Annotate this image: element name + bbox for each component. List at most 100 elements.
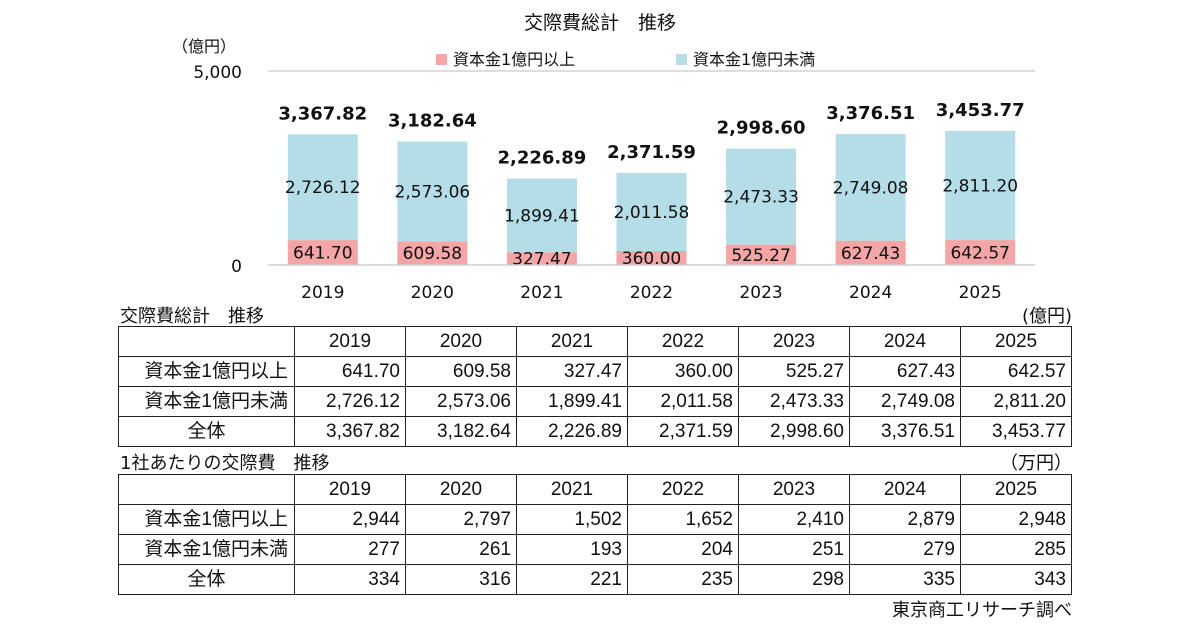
row-label: 資本金1億円未満 <box>118 386 295 417</box>
table-cell: 298 <box>738 564 850 595</box>
table-cell: 316 <box>405 564 517 595</box>
year-header: 2025 <box>960 326 1072 357</box>
table-cell: 2,998.60 <box>738 416 850 447</box>
table1-title: 交際費総計 推移 <box>120 306 264 327</box>
table-cell: 277 <box>294 534 406 565</box>
data-label-small-capital: 2,726.12 <box>285 178 361 198</box>
table-cell: 2,749.08 <box>849 386 961 417</box>
bar-large-capital <box>287 240 358 265</box>
y-tick-label: 0 <box>231 257 242 277</box>
bar-large-capital <box>616 251 687 265</box>
legend-swatch <box>436 54 447 65</box>
table-cell: 2,371.59 <box>627 416 739 447</box>
bar-small-capital <box>945 130 1016 241</box>
x-tick-label: 2025 <box>959 283 1002 303</box>
header-row: 2019 2020 2021 2022 2023 2024 2025 <box>118 326 1072 357</box>
table-row: 全体 3,367.82 3,182.64 2,226.89 2,371.59 2,998.… <box>118 416 1072 447</box>
table-cell: 642.57 <box>960 356 1072 387</box>
table-cell: 2,879 <box>849 504 961 535</box>
table-row: 資本金1億円以上 641.70 609.58 327.47 360.00 525.27 62… <box>118 356 1072 387</box>
year-header: 2020 <box>405 474 517 505</box>
year-header: 2023 <box>738 326 850 357</box>
table-cell: 334 <box>294 564 406 595</box>
y-axis-unit-label: （億円） <box>172 37 236 56</box>
table-cell: 285 <box>960 534 1072 565</box>
x-tick-label: 2021 <box>520 283 563 303</box>
data-label-large-capital: 641.70 <box>293 244 352 264</box>
year-header: 2021 <box>516 326 628 357</box>
table-cell: 3,376.51 <box>849 416 961 447</box>
x-tick-label: 2019 <box>301 283 344 303</box>
table-row: 資本金1億円未満 2,726.12 2,573.06 1,899.41 2,011.58… <box>118 386 1072 417</box>
year-header: 2024 <box>849 326 961 357</box>
bar-large-capital <box>726 244 797 265</box>
legend-label: 資本金1億円未満 <box>693 50 815 69</box>
table-row: 資本金1億円以上 2,944 2,797 1,502 1,652 2,410 2,879 2,… <box>118 504 1072 535</box>
bar-small-capital <box>397 141 468 242</box>
data-label-large-capital: 642.57 <box>950 244 1009 264</box>
bar-small-capital <box>506 178 577 253</box>
stacked-bar-chart: 交際費総計 推移 （億円） 5,000 0 資本金1億円以上 資本金1億円未満 641.… <box>172 12 1035 303</box>
bar-small-capital <box>726 148 797 245</box>
data-label-total: 3,182.64 <box>388 111 477 132</box>
year-header: 2025 <box>960 474 1072 505</box>
year-header: 2019 <box>294 326 406 357</box>
row-label: 全体 <box>118 416 295 447</box>
table-cell: 193 <box>516 534 628 565</box>
table2-title: 1社あたりの交際費 推移 <box>120 453 330 474</box>
table-cell: 2,811.20 <box>960 386 1072 417</box>
bar-small-capital <box>287 134 358 241</box>
table-cell: 627.43 <box>849 356 961 387</box>
bar-large-capital <box>506 252 577 265</box>
row-label: 全体 <box>118 564 295 595</box>
x-tick-label: 2022 <box>630 283 673 303</box>
data-label-total: 2,226.89 <box>498 148 587 169</box>
data-label-large-capital: 360.00 <box>622 249 681 269</box>
data-label-large-capital: 525.27 <box>731 246 790 266</box>
table-cell: 3,453.77 <box>960 416 1072 447</box>
x-tick-label: 2023 <box>739 283 782 303</box>
table-cell: 261 <box>405 534 517 565</box>
row-label: 資本金1億円未満 <box>118 534 295 565</box>
data-label-large-capital: 609.58 <box>403 244 462 264</box>
data-label-small-capital: 2,573.06 <box>395 182 471 202</box>
year-header: 2022 <box>627 474 739 505</box>
data-label-total: 3,367.82 <box>278 103 367 124</box>
table-cell: 2,797 <box>405 504 517 535</box>
table-cell: 343 <box>960 564 1072 595</box>
table-cell: 2,473.33 <box>738 386 850 417</box>
table-cell: 1,502 <box>516 504 628 535</box>
legend-label: 資本金1億円以上 <box>453 50 575 69</box>
x-tick-label: 2020 <box>411 283 454 303</box>
table-cell: 235 <box>627 564 739 595</box>
table-cell: 2,726.12 <box>294 386 406 417</box>
year-header: 2022 <box>627 326 739 357</box>
table-cell: 221 <box>516 564 628 595</box>
corner-cell <box>118 326 295 357</box>
data-label-total: 3,376.51 <box>826 103 915 124</box>
table-cell: 3,367.82 <box>294 416 406 447</box>
table-cell: 360.00 <box>627 356 739 387</box>
y-tick-label: 5,000 <box>193 63 242 83</box>
bar-large-capital <box>397 241 468 265</box>
x-tick-label: 2024 <box>849 283 892 303</box>
corner-cell <box>118 474 295 505</box>
table-cell: 2,573.06 <box>405 386 517 417</box>
source-note: 東京商工リサーチ調べ <box>892 600 1072 621</box>
table-cell: 2,948 <box>960 504 1072 535</box>
data-label-large-capital: 327.47 <box>512 250 571 270</box>
per-company-expense-table: 2019 2020 2021 2022 2023 2024 2025 資本金1億円以上 2,94… <box>118 474 1072 595</box>
year-header: 2019 <box>294 474 406 505</box>
row-label: 資本金1億円以上 <box>118 504 295 535</box>
table-row: 資本金1億円未満 277 261 193 204 251 279 285 <box>118 534 1072 565</box>
data-label-small-capital: 2,811.20 <box>942 177 1018 197</box>
bar-small-capital <box>616 172 687 252</box>
data-label-total: 2,998.60 <box>717 118 806 139</box>
legend-swatch <box>676 54 687 65</box>
year-header: 2020 <box>405 326 517 357</box>
row-label: 資本金1億円以上 <box>118 356 295 387</box>
data-label-large-capital: 627.43 <box>841 244 900 264</box>
bar-small-capital <box>835 133 906 241</box>
data-label-small-capital: 1,899.41 <box>504 206 580 226</box>
table-cell: 335 <box>849 564 961 595</box>
